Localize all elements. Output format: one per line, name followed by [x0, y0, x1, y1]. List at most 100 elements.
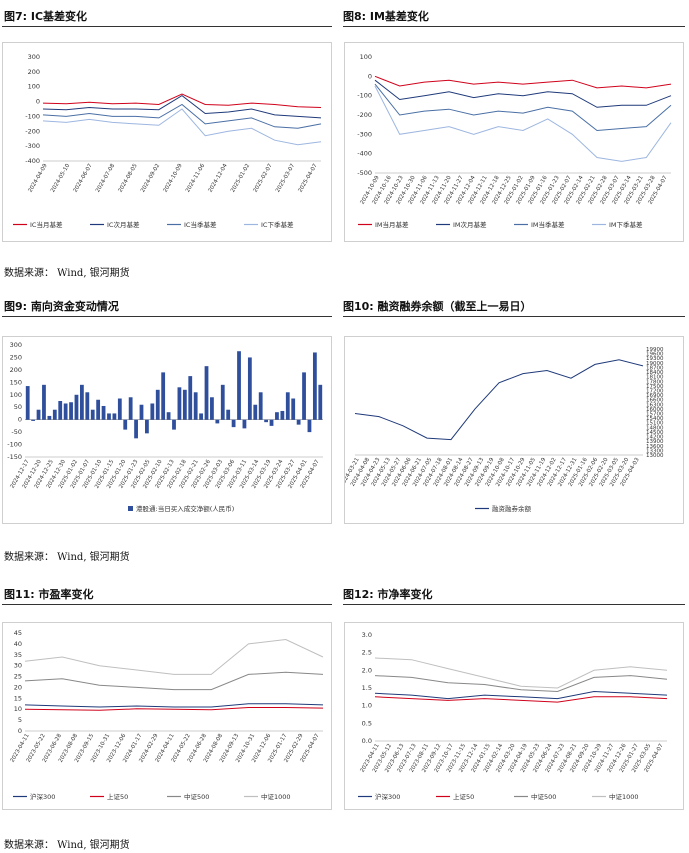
y-tick-label: 18700: [646, 365, 664, 371]
figure-title: 图10: 融资融券余额（截至上一易日）: [343, 300, 532, 313]
legend-label: IM当月基差: [375, 220, 409, 229]
y-tick-label: 30: [14, 662, 22, 670]
title-rule: [2, 604, 332, 605]
series-line: [374, 83, 672, 132]
bar: [85, 392, 90, 420]
y-tick-label: -100: [357, 92, 372, 100]
y-tick-label: 17500: [646, 384, 664, 390]
bar: [74, 394, 79, 420]
chart-panel: 4540353025201510502023-04-112023-05-2220…: [2, 622, 332, 810]
legend-label: 沪深300: [30, 792, 55, 801]
series-line: [374, 690, 668, 700]
bar: [117, 398, 122, 420]
series-line: [24, 703, 324, 708]
y-tick-label: 14800: [646, 425, 664, 431]
bar: [307, 419, 312, 433]
bar: [318, 384, 323, 420]
x-tick-label: 2024-07-08: [95, 163, 116, 194]
bar: [47, 415, 52, 420]
y-tick-label: -200: [25, 127, 40, 135]
y-tick-label: 200: [28, 68, 40, 76]
y-tick-label: 0: [18, 416, 22, 424]
y-tick-label: 0.0: [362, 737, 372, 745]
bar: [31, 419, 36, 421]
series-line: [24, 671, 324, 691]
bar: [177, 387, 182, 420]
legend-label: 中证500: [184, 792, 209, 801]
x-tick-label: 2025-04-07: [298, 163, 319, 194]
bar: [302, 372, 306, 420]
x-tick-label: 2024-06-07: [73, 163, 94, 194]
series-line: [374, 675, 668, 693]
bar: [25, 386, 30, 420]
bar: [63, 403, 68, 420]
y-tick-label: 14200: [646, 435, 664, 441]
bar: [139, 404, 144, 420]
legend-label: 沪深300: [375, 792, 400, 801]
legend-label: 中证500: [531, 792, 556, 801]
y-tick-label: 15400: [646, 416, 664, 422]
legend-label: IM次月基差: [453, 220, 487, 229]
y-tick-label: 100: [10, 391, 22, 399]
bar: [193, 392, 198, 420]
bar: [204, 366, 209, 420]
y-tick-label: -100: [7, 441, 22, 449]
y-tick-label: 3.0: [362, 631, 372, 639]
y-tick-label: 150: [10, 378, 22, 386]
title-rule: [343, 604, 685, 605]
y-tick-label: 45: [14, 629, 22, 637]
x-tick-label: 2025-01-02: [230, 163, 251, 194]
y-tick-label: 19600: [646, 352, 664, 358]
y-tick-label: 18400: [646, 370, 664, 376]
bar: [101, 405, 106, 420]
y-tick-label: -50: [11, 428, 22, 436]
bar: [123, 419, 128, 430]
figure-title: 图11: 市盈率变化: [4, 588, 94, 601]
bar: [182, 389, 187, 420]
bar: [199, 413, 203, 420]
figure-title: 图8: IM基差变化: [343, 10, 429, 23]
bar: [280, 410, 285, 420]
figure-title: 图12: 市净率变化: [343, 588, 433, 601]
y-tick-label: 19900: [646, 347, 664, 353]
y-tick-label: 18100: [646, 375, 664, 381]
chart-panel: 300250200150100500-50-100-1502024-12-172…: [2, 336, 332, 524]
y-tick-label: 2.5: [362, 649, 372, 657]
bar: [275, 412, 279, 420]
y-tick-label: 300: [10, 341, 22, 349]
y-tick-label: 13600: [646, 444, 664, 450]
y-tick-label: 100: [360, 53, 372, 61]
bar: [226, 409, 231, 420]
x-tick-label: 2024-10-09: [163, 163, 184, 194]
bar: [242, 419, 247, 429]
bar: [150, 403, 155, 420]
figure-title: 图9: 南向资金变动情况: [4, 300, 119, 313]
bar: [210, 397, 214, 420]
series-line: [374, 657, 668, 689]
figure-title: 图7: IC基差变化: [4, 10, 88, 23]
series-line: [42, 103, 322, 129]
bar: [112, 413, 117, 420]
y-tick-label: 5: [18, 716, 22, 724]
y-tick-label: 17800: [646, 379, 664, 385]
series-line: [374, 79, 672, 108]
bar: [291, 398, 296, 420]
y-tick-label: 15700: [646, 412, 664, 418]
y-tick-label: 15: [14, 694, 22, 702]
bar: [231, 419, 236, 428]
y-tick-label: 10: [14, 705, 22, 713]
series-line: [24, 638, 324, 675]
legend-label: IM当季基差: [531, 220, 565, 229]
series-line: [42, 93, 322, 108]
x-tick-label: 2025-03-07: [275, 163, 296, 194]
y-tick-label: 15100: [646, 421, 664, 427]
legend-label: 融资融券余额: [492, 504, 532, 513]
bar: [247, 357, 252, 420]
bar: [96, 399, 101, 420]
series-line: [42, 94, 322, 119]
y-tick-label: 2.0: [362, 666, 372, 674]
bar: [312, 352, 317, 420]
bar: [161, 372, 166, 420]
title-rule: [343, 26, 685, 27]
